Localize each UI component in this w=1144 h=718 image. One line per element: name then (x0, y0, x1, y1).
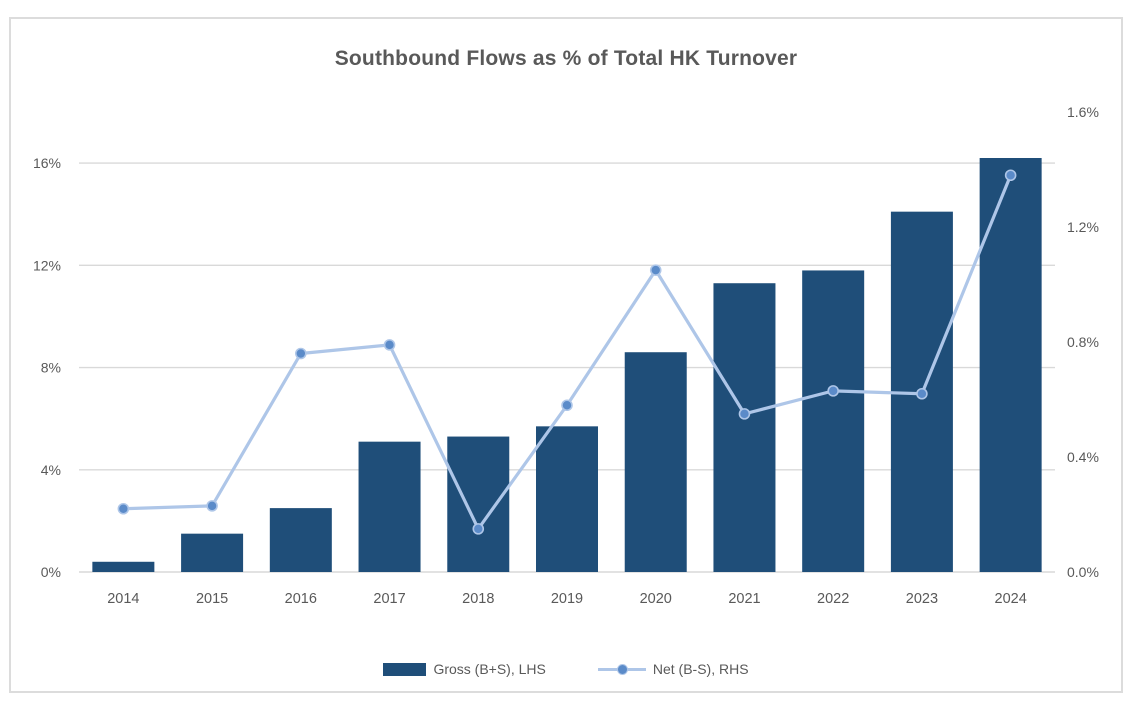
bar-2020 (624, 352, 687, 572)
chart-frame: Southbound Flows as % of Total HK Turnov… (9, 17, 1123, 693)
y-axis-left-tick-label: 16% (33, 155, 61, 171)
x-axis-label-2021: 2021 (728, 591, 760, 607)
marker-2021 (738, 408, 751, 420)
marker-2023 (916, 387, 928, 400)
legend-line-swatch-icon (597, 663, 646, 675)
legend-item-gross: Gross (B+S), LHS (383, 661, 546, 677)
bar-2014 (92, 561, 155, 572)
x-axis-label-2020: 2020 (640, 591, 672, 607)
y-axis-left-tick-label: 4% (41, 462, 61, 478)
x-axis-label-2018: 2018 (462, 591, 494, 607)
bar-2021 (713, 283, 776, 572)
legend-bar-swatch-icon (383, 662, 427, 676)
x-axis-label-2015: 2015 (196, 591, 228, 607)
bar-2022 (802, 270, 865, 572)
y-axis-left-tick-label: 0% (41, 564, 61, 580)
bar-2018 (447, 436, 510, 572)
x-axis-label-2019: 2019 (551, 591, 583, 607)
legend-item-net: Net (B-S), RHS (597, 661, 749, 677)
y-axis-right-tick-label: 1.6% (1067, 104, 1099, 120)
legend-label-gross: Gross (B+S), LHS (433, 661, 546, 677)
marker-2014 (117, 502, 130, 515)
marker-2016 (295, 347, 307, 360)
bar-2024 (979, 158, 1042, 572)
x-axis-label-2023: 2023 (906, 591, 938, 607)
y-axis-right-tick-label: 0.0% (1067, 564, 1099, 580)
marker-2019 (561, 399, 573, 412)
marker-2015 (206, 500, 218, 512)
x-axis-label-2016: 2016 (285, 591, 317, 607)
bar-2017 (358, 441, 421, 572)
marker-2017 (383, 339, 396, 351)
y-axis-right-tick-label: 0.8% (1067, 334, 1099, 350)
y-axis-left-tick-label: 8% (41, 360, 61, 376)
marker-2022 (827, 385, 839, 397)
marker-2018 (472, 523, 485, 535)
x-axis-label-2022: 2022 (817, 591, 849, 607)
bar-2015 (181, 533, 244, 572)
bar-2019 (536, 426, 598, 572)
marker-2020 (649, 264, 662, 276)
bar-2016 (269, 508, 332, 572)
chart-title: Southbound Flows as % of Total HK Turnov… (334, 47, 798, 70)
legend: Gross (B+S), LHS Net (B-S), RHS (11, 661, 1121, 677)
x-axis-label-2024: 2024 (995, 591, 1027, 607)
y-axis-right-tick-label: 1.2% (1067, 219, 1099, 235)
plot-area: 0% 4% 8% 12% 16% 0.0% 0.4% 0.8% 1.2% 1.6% 2014 2015… (33, 104, 1099, 607)
marker-2024 (1004, 169, 1017, 182)
x-axis-label-2014: 2014 (107, 591, 139, 607)
x-axis-label-2017: 2017 (373, 591, 405, 607)
y-axis-right-tick-label: 0.4% (1067, 449, 1099, 465)
legend-label-net: Net (B-S), RHS (652, 661, 749, 677)
y-axis-left-tick-label: 12% (33, 257, 61, 273)
